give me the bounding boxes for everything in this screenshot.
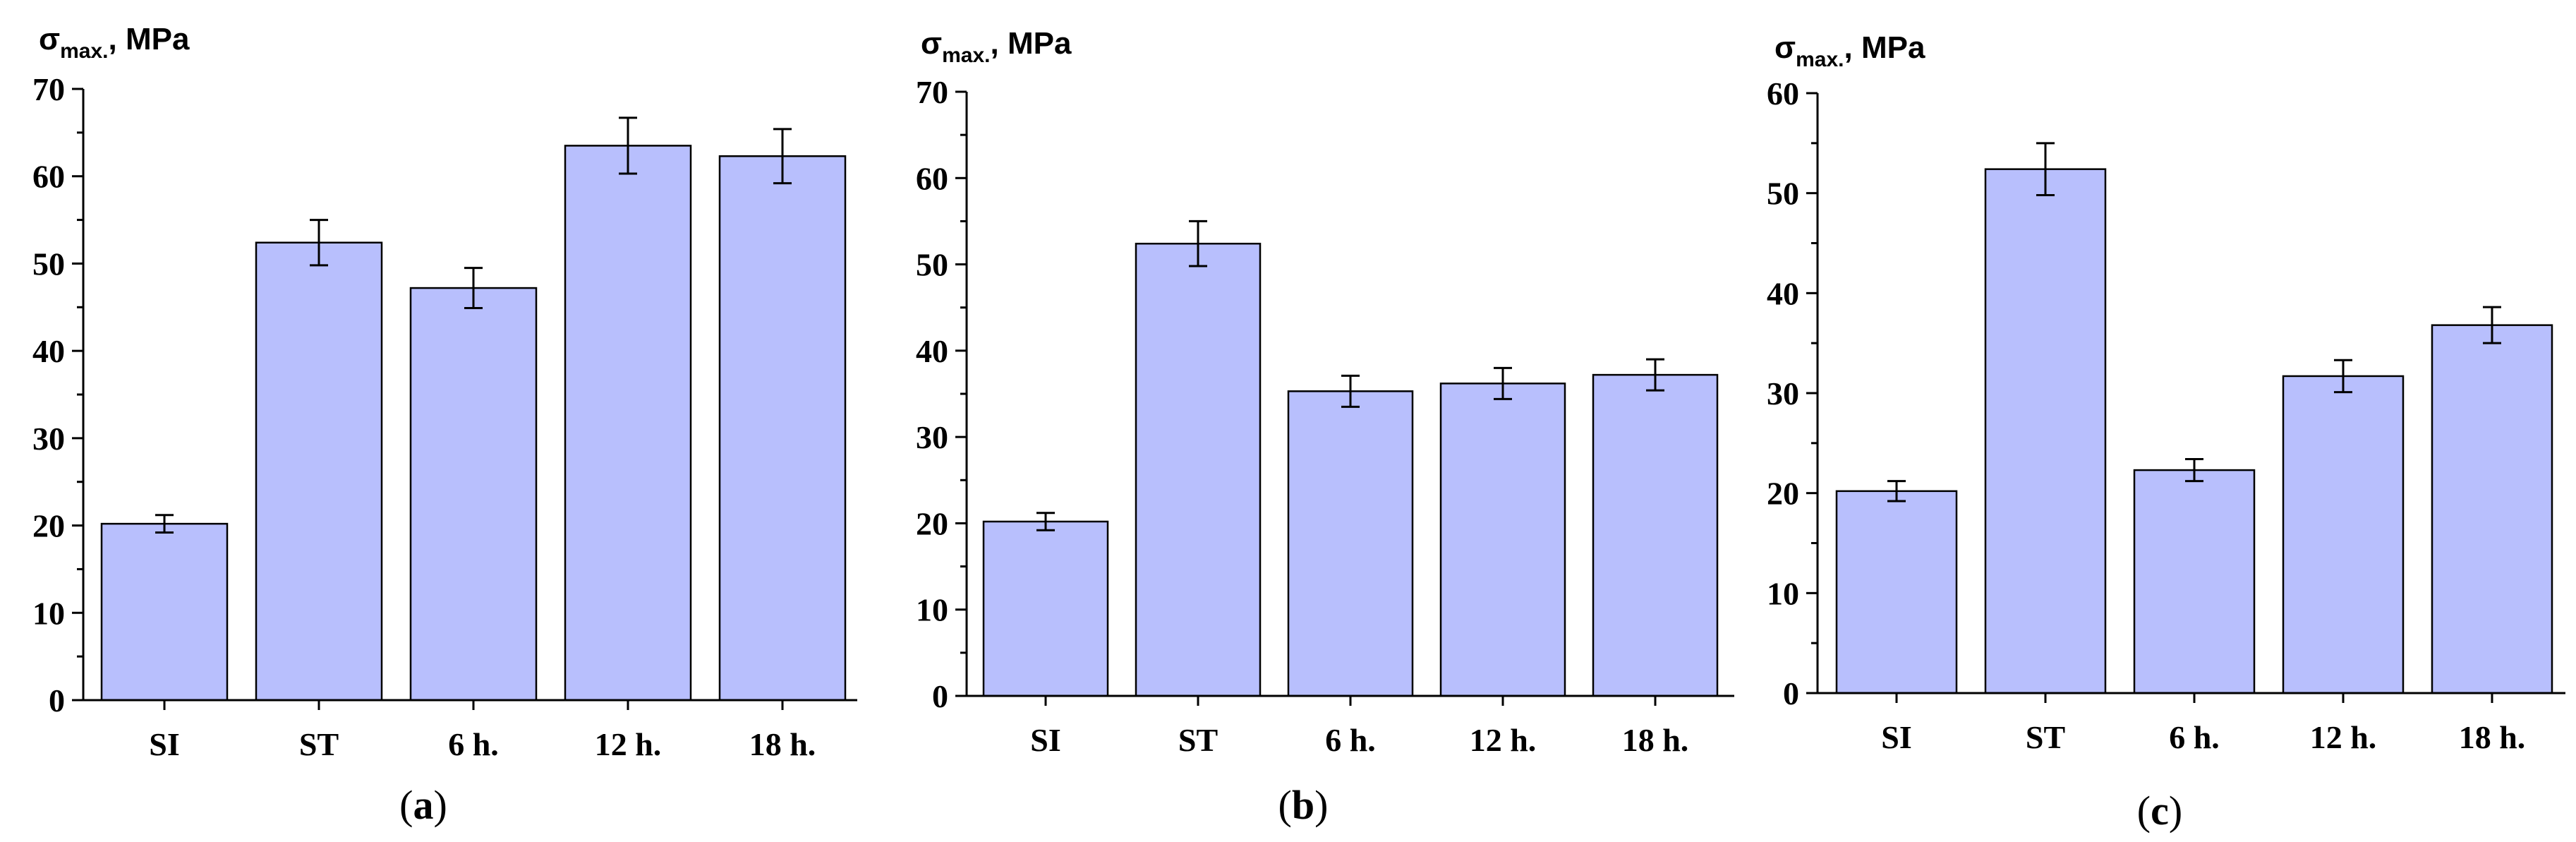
y-axis-label: σmax., MPa <box>1774 30 1925 71</box>
error-bar <box>155 514 174 534</box>
y-tick-label: 40 <box>32 333 65 369</box>
y-tick-label: 50 <box>32 246 65 282</box>
error-bar <box>2036 142 2055 196</box>
error-bar <box>1887 480 1906 503</box>
error-bar <box>2185 458 2203 483</box>
panel-caption: (b) <box>1278 782 1329 828</box>
error-bar <box>310 219 328 267</box>
y-axis-label: σmax., MPa <box>39 22 190 63</box>
y-tick-label: 60 <box>32 159 65 195</box>
y-tick-label: 30 <box>32 421 65 457</box>
y-tick-label: 20 <box>1767 476 1799 512</box>
bar-st <box>1984 168 2107 694</box>
x-tick-label: SI <box>1881 719 1911 755</box>
y-tick-label: 30 <box>1767 375 1799 411</box>
x-tick-label: ST <box>299 726 339 762</box>
chart-panel-a: SI ST 6 h. 12 h. 18 h. 0 10 20 30 40 50 60 70 σmax., … <box>32 22 857 828</box>
x-tick-label: 12 h. <box>2310 719 2377 755</box>
y-tick-label: 40 <box>916 333 948 369</box>
x-tick-label: 6 h. <box>1325 722 1376 758</box>
bar-12-h <box>1439 383 1566 697</box>
y-tick-label: 0 <box>49 682 65 718</box>
bar-6-h <box>409 287 538 702</box>
error-bar <box>773 128 792 185</box>
bar-si <box>982 520 1109 697</box>
y-tick-label: 70 <box>916 74 948 110</box>
y-tick-label: 50 <box>916 247 948 283</box>
y-tick-label: 20 <box>32 508 65 544</box>
y-tick-label: 50 <box>1767 176 1799 212</box>
y-tick-label: 20 <box>916 505 948 541</box>
error-bar <box>1646 358 1664 392</box>
y-axis-label: σmax., MPa <box>921 26 1072 67</box>
x-tick-label: 18 h. <box>2459 719 2526 755</box>
x-tick-label: 12 h. <box>1470 722 1537 758</box>
panel-caption: (c) <box>2137 788 2182 834</box>
bar-18-h <box>2431 324 2553 694</box>
x-tick-label: SI <box>1030 722 1060 758</box>
y-tick-label: 0 <box>1783 675 1799 711</box>
y-tick-label: 0 <box>932 678 948 714</box>
chart-panel-c: SI ST 6 h. 12 h. 18 h. 0 10 20 30 40 50 60 σmax., MP… <box>1767 30 2565 834</box>
x-tick-label: 6 h. <box>2169 719 2220 755</box>
y-tick-label: 10 <box>1767 575 1799 611</box>
error-bar <box>2334 359 2352 394</box>
chart-panel-b: SI ST 6 h. 12 h. 18 h. 0 10 20 30 40 50 60 70 σmax., … <box>916 26 1734 828</box>
error-bar <box>1494 366 1512 400</box>
error-bar <box>1189 219 1207 267</box>
error-bar <box>464 267 483 310</box>
y-tick-label: 40 <box>1767 275 1799 311</box>
x-tick-label: 12 h. <box>595 726 662 762</box>
bar-si <box>100 522 229 702</box>
bar-st <box>255 241 383 702</box>
x-tick-label: 18 h. <box>1622 722 1689 758</box>
bar-6-h <box>1287 390 1414 697</box>
x-tick-label: 18 h. <box>749 726 816 762</box>
error-bar <box>1036 512 1055 531</box>
bar-st <box>1135 242 1262 697</box>
x-tick-label: SI <box>149 726 179 762</box>
bar-18-h <box>718 155 847 702</box>
bar-6-h <box>2133 469 2256 694</box>
bar-18-h <box>1592 373 1719 697</box>
bar-12-h <box>564 145 692 702</box>
error-bar <box>619 116 637 175</box>
x-tick-label: 6 h. <box>448 726 499 762</box>
y-tick-label: 60 <box>1767 76 1799 112</box>
y-tick-label: 60 <box>916 160 948 196</box>
bar-si <box>1835 490 1958 694</box>
y-tick-label: 30 <box>916 419 948 455</box>
bar-12-h <box>2282 375 2405 694</box>
y-tick-label: 10 <box>32 595 65 631</box>
y-tick-label: 70 <box>32 71 65 107</box>
y-tick-label: 10 <box>916 592 948 628</box>
x-tick-label: ST <box>1178 722 1218 758</box>
error-bar <box>2483 306 2501 344</box>
error-bar <box>1341 374 1360 408</box>
x-tick-label: ST <box>2026 719 2065 755</box>
panel-caption: (a) <box>399 782 447 828</box>
